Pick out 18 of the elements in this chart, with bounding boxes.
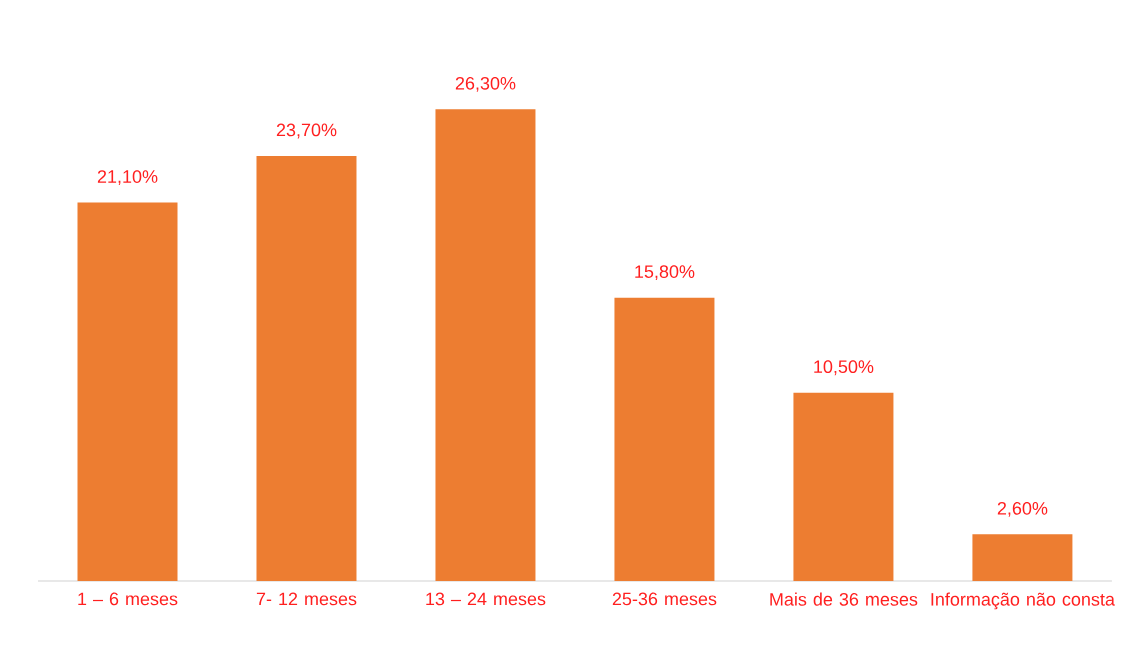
x-tick-label: 1 – 6 meses xyxy=(78,592,178,606)
x-tick-label: Mais de 36 meses xyxy=(770,592,918,606)
x-tick-label: Informação não consta xyxy=(931,592,1115,610)
data-label: 15,80% xyxy=(635,265,695,281)
bar xyxy=(793,392,894,581)
data-label: 2,60% xyxy=(997,501,1048,517)
x-tick-label: 13 – 24 meses xyxy=(426,592,546,606)
x-tick-label: 25-36 meses xyxy=(612,592,717,606)
data-label: 26,30% xyxy=(455,76,516,92)
data-label: 21,10% xyxy=(97,170,158,186)
x-tick-label: 7- 12 meses xyxy=(256,592,357,606)
bar xyxy=(77,202,178,581)
data-label: 10,50% xyxy=(814,360,874,376)
bar xyxy=(256,155,357,581)
bar xyxy=(972,534,1073,581)
data-label: 23,70% xyxy=(276,123,337,139)
bar xyxy=(435,109,536,581)
bar xyxy=(614,297,715,581)
